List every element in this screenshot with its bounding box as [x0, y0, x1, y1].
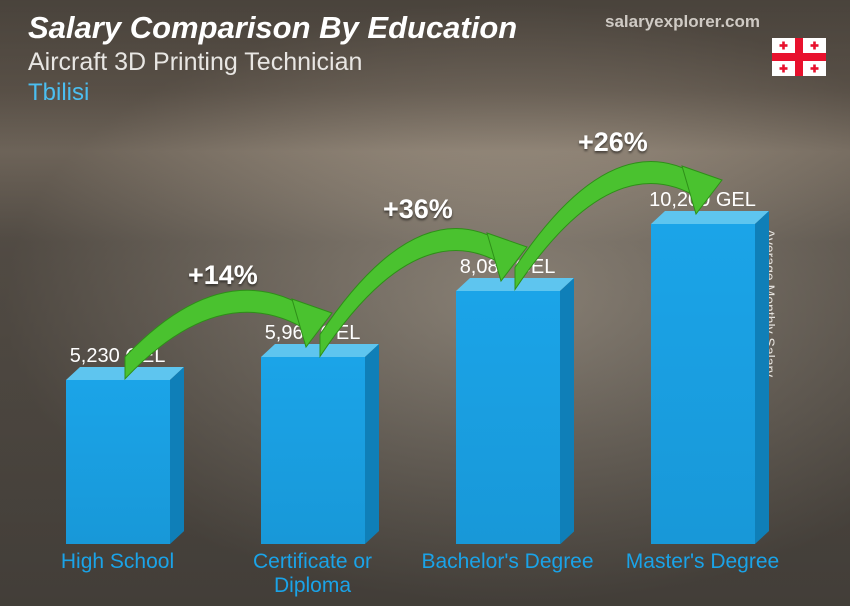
brand-watermark: salaryexplorer.com — [605, 12, 760, 32]
category-label: Certificate or Diploma — [215, 550, 410, 596]
georgia-flag-icon — [772, 38, 826, 76]
category-label: High School — [61, 550, 174, 596]
header: Salary Comparison By Education Aircraft … — [28, 10, 517, 107]
city-label: Tbilisi — [28, 79, 517, 107]
category-label: Master's Degree — [626, 550, 779, 596]
category-label: Bachelor's Degree — [421, 550, 593, 596]
job-subtitle: Aircraft 3D Printing Technician — [28, 48, 517, 77]
increase-label: +26% — [578, 127, 648, 158]
page-title: Salary Comparison By Education — [28, 10, 517, 46]
increase-label: +36% — [383, 194, 453, 225]
increase-label: +14% — [188, 260, 258, 291]
